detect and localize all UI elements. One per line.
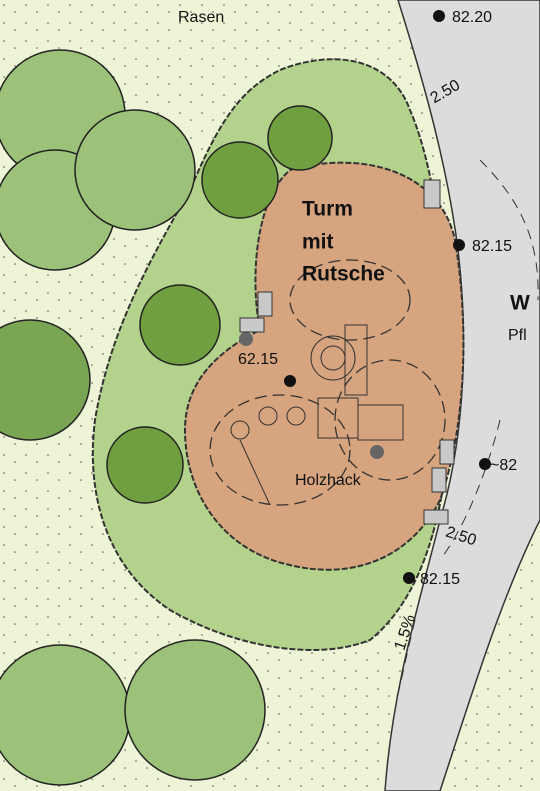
elevation: 82.15 [420, 571, 460, 588]
label: W [510, 292, 530, 315]
label: mit [302, 231, 334, 254]
label: Turm [302, 198, 353, 221]
label: Rutsche [302, 263, 385, 286]
label: Pfl [508, 327, 527, 344]
elevation: 82.20 [452, 9, 492, 26]
label: Holzhack [295, 472, 362, 489]
post [239, 332, 253, 346]
elevation: ~82 [490, 457, 517, 474]
site-plan: Rasen 82.20 2.50 Turm mit Rutsche 82.15 … [0, 0, 540, 791]
elevation: 62.15 [238, 351, 278, 368]
elevation: 82.15 [472, 238, 512, 255]
label: Rasen [178, 9, 224, 26]
post [370, 445, 384, 459]
